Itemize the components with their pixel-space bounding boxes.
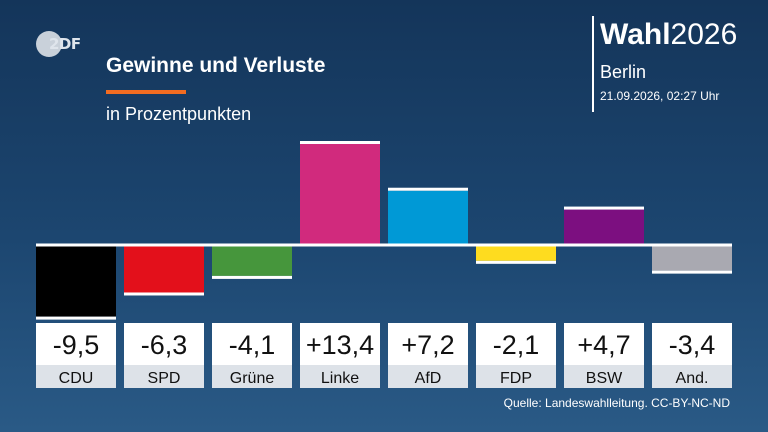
bar-afd	[388, 190, 468, 245]
category-box-linke	[300, 365, 380, 388]
bar-linke	[300, 144, 380, 245]
bar-cap-grne	[212, 275, 292, 279]
category-box-afd	[388, 365, 468, 388]
bar-cap-linke	[300, 141, 380, 144]
category-box-fdp	[476, 365, 556, 388]
bar-fdp	[476, 245, 556, 261]
category-label-fdp: FDP	[500, 370, 532, 387]
category-box-spd	[124, 365, 204, 388]
category-label-linke: Linke	[321, 370, 359, 387]
value-label-bsw: +4,7	[577, 330, 630, 360]
value-box-grne	[212, 323, 292, 365]
value-label-fdp: -2,1	[493, 330, 540, 360]
value-label-linke: +13,4	[306, 330, 374, 360]
category-box-cdu	[36, 365, 116, 388]
value-label-spd: -6,3	[141, 330, 188, 360]
bar-cap-afd	[388, 187, 468, 191]
zdf-logo-icon	[36, 31, 62, 57]
value-box-linke	[300, 323, 380, 365]
value-box-spd	[124, 323, 204, 365]
value-box-bsw	[564, 323, 644, 365]
brand-city: Berlin	[600, 62, 647, 82]
source-note: Quelle: Landeswahlleitung. CC-BY-NC-ND	[503, 396, 730, 410]
category-box-and	[652, 365, 732, 388]
bar-spd	[124, 245, 204, 293]
bar-bsw	[564, 209, 644, 245]
brand-title-bold: Wahl	[600, 18, 671, 51]
brand-divider	[592, 16, 594, 112]
category-box-grne	[212, 365, 292, 388]
value-label-cdu: -9,5	[53, 330, 100, 360]
zdf-logo-text: 2DF	[49, 35, 81, 53]
category-label-spd: SPD	[148, 370, 181, 387]
value-label-afd: +7,2	[401, 330, 454, 360]
value-box-afd	[388, 323, 468, 365]
bar-cap-fdp	[476, 260, 556, 264]
value-label-grne: -4,1	[229, 330, 276, 360]
category-label-bsw: BSW	[586, 370, 623, 387]
category-label-grne: Grüne	[230, 370, 275, 387]
chart-subtitle: in Prozentpunkten	[106, 104, 252, 124]
title-accent-line	[106, 90, 186, 94]
category-label-cdu: CDU	[59, 370, 94, 387]
brand-title: Wahl2026	[600, 18, 737, 52]
value-box-and	[652, 323, 732, 365]
category-label-afd: AfD	[415, 370, 442, 387]
value-box-cdu	[36, 323, 116, 365]
zdf-logo: 2DF	[36, 30, 81, 58]
bar-cdu	[36, 245, 116, 317]
category-label-and: And.	[676, 370, 709, 387]
brand-timestamp: 21.09.2026, 02:27 Uhr	[600, 89, 720, 103]
bar-cap-cdu	[36, 316, 116, 320]
category-box-bsw	[564, 365, 644, 388]
brand-title-year: 2026	[670, 18, 738, 51]
chart-title: Gewinne und Verluste	[106, 54, 326, 77]
value-label-and: -3,4	[669, 330, 716, 360]
bar-cap-bsw	[564, 206, 644, 210]
bar-grne	[212, 245, 292, 276]
bar-cap-and	[652, 270, 732, 274]
bar-and	[652, 245, 732, 271]
bar-cap-spd	[124, 292, 204, 296]
value-box-fdp	[476, 323, 556, 365]
zero-baseline	[36, 243, 732, 247]
